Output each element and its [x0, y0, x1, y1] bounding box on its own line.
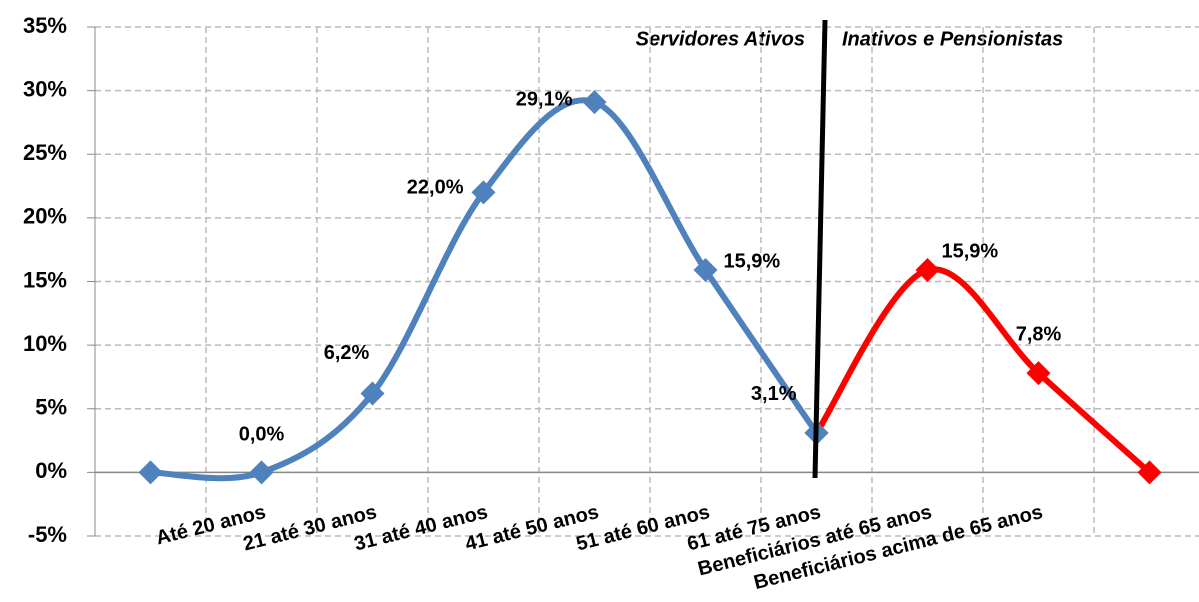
marker — [915, 258, 940, 283]
marker — [1026, 361, 1051, 386]
y-tick-label: 25% — [23, 140, 67, 165]
annotation: Servidores Ativos — [636, 28, 805, 50]
data-label: 3,1% — [751, 383, 797, 405]
y-tick-label: 10% — [23, 331, 67, 356]
data-label: 7,8% — [1016, 323, 1062, 345]
data-label: 6,2% — [324, 342, 370, 364]
marker — [582, 90, 607, 115]
data-label: 15,9% — [724, 250, 781, 272]
marker — [471, 180, 496, 205]
data-label: 15,9% — [942, 240, 999, 262]
y-tick-label: 30% — [23, 76, 67, 101]
y-tick-label: 15% — [23, 267, 67, 292]
line — [814, 266, 1152, 475]
marker — [1137, 460, 1162, 485]
y-tick-label: -5% — [28, 522, 67, 547]
y-tick-label: 20% — [23, 204, 67, 229]
divider — [812, 19, 828, 479]
y-tick-label: 0% — [35, 458, 67, 483]
annotation: Inativos e Pensionistas — [842, 28, 1063, 50]
y-tick-label: 35% — [23, 13, 67, 38]
data-label: 29,1% — [516, 88, 573, 110]
data-label: 0,0% — [239, 424, 285, 446]
y-tick-label: 5% — [35, 395, 67, 420]
marker — [360, 381, 385, 406]
data-label: 22,0% — [407, 177, 464, 199]
marker — [138, 460, 163, 485]
marker — [249, 460, 274, 485]
line — [150, 97, 819, 482]
marker — [693, 258, 718, 283]
